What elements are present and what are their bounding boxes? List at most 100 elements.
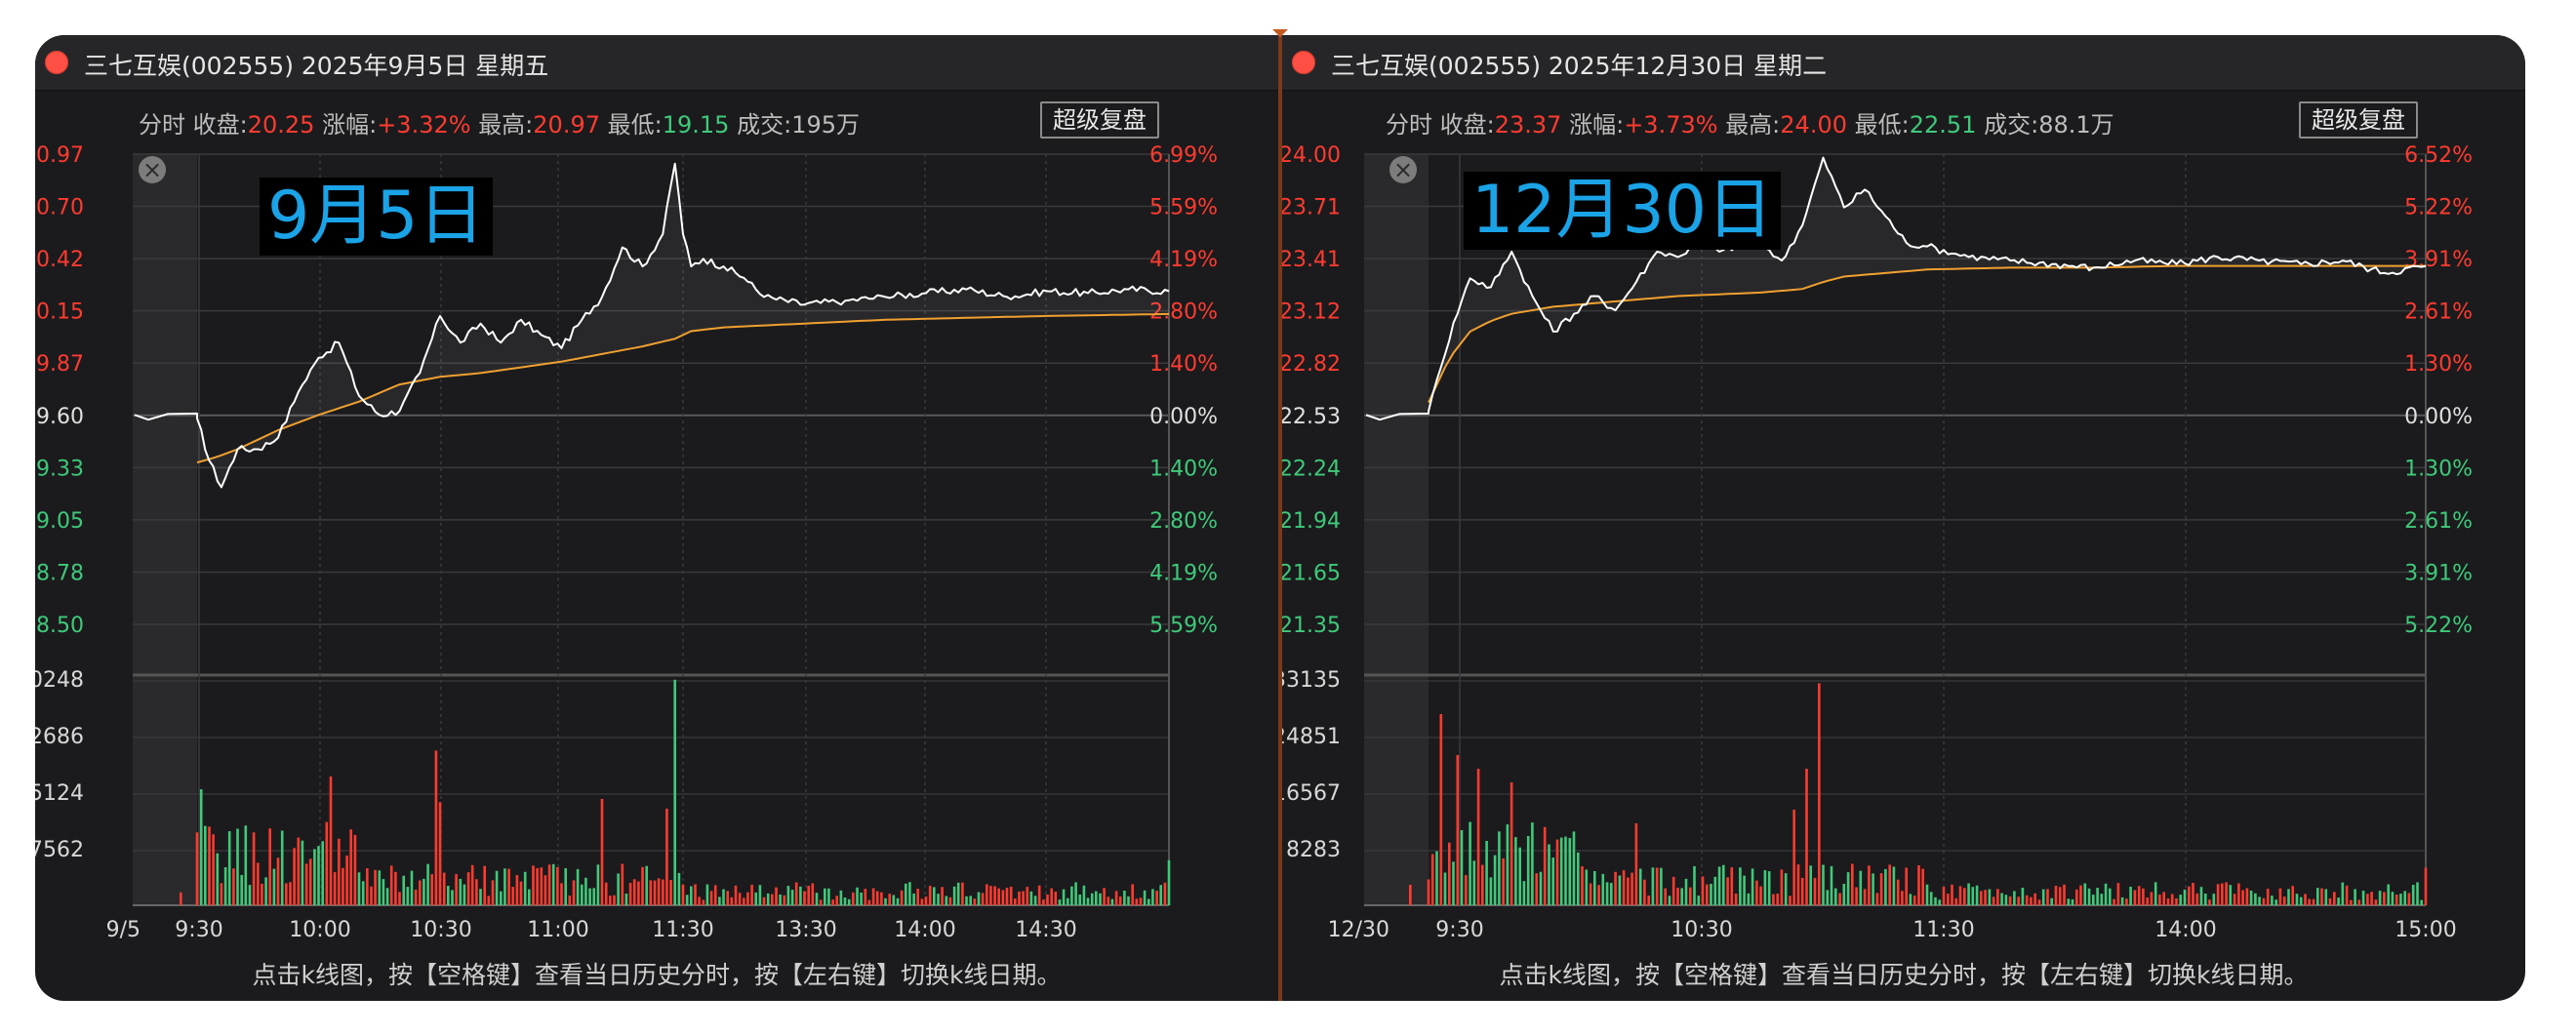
volume-bar [604,882,608,905]
volume-bar [479,889,482,905]
volume-bar [1452,861,1455,905]
time-tick-label: 12/30 [1328,918,1389,942]
volume-bar [2411,885,2415,905]
super-review-button[interactable]: 超级复盘 [1040,101,1159,139]
volume-bar [402,875,405,905]
volume-bar [1155,891,1158,905]
volume-bar [564,868,567,905]
volume-bar [864,889,867,905]
pct-tick-label: 1.30% [2404,352,2473,377]
volume-bar [924,897,928,905]
divider-marker [1272,29,1288,37]
volume-bar [794,882,798,905]
volume-bar [665,808,668,905]
volume-bar [1680,888,1683,905]
volume-bar [1789,896,1791,905]
volume-bar [2137,886,2141,905]
volume-bar [973,898,977,905]
chart-panel-right[interactable]: 三七互娱(002555) 2025年12月30日 星期二 分时 收盘:23.37… [1282,35,2525,1001]
volume-bar [2158,895,2161,905]
volume-bar [1614,871,1617,905]
volume-bar [466,872,470,905]
pct-tick-label: 1.40% [1149,457,1218,481]
volume-bar [1522,881,1526,905]
close-overlay-icon[interactable]: × [139,156,166,183]
volume-bar [2208,899,2211,905]
volume-bar [333,872,337,905]
time-tick-label: 9:30 [175,918,222,942]
volume-bar [2133,890,2137,905]
time-tick-label: 11:00 [527,918,588,942]
close-overlay-icon[interactable]: × [1389,156,1417,183]
volume-bar [1070,886,1073,905]
volume-bar [2017,897,2020,905]
super-review-button[interactable]: 超级复盘 [2299,101,2418,139]
volume-bar [1693,865,1696,905]
volume-bar [2021,888,2025,905]
volume-bar [807,886,810,905]
volume-bar [1555,839,1559,905]
volume-bar [459,879,463,905]
volume-bar [2179,895,2182,905]
title-bar: 三七互娱(002555) 2025年9月5日 星期五 [35,35,1278,91]
volume-bar [852,892,855,905]
volume-bar [613,895,616,905]
volume-bar [1822,864,1825,905]
volume-bar [993,886,996,905]
volume-bar [718,897,721,905]
average-price-line [1428,264,2426,404]
time-tick-label: 15:00 [2395,918,2456,942]
volume-bar [1033,896,1037,905]
volume-bar [1958,886,1962,905]
volume-bar [596,864,600,905]
volume-bar [455,874,458,905]
close-window-button[interactable] [45,51,68,74]
intraday-chart[interactable]: 20.97 20.70 20.42 20.15 19.87 19.60 19.33 19.05… [35,35,1278,1001]
pct-tick-label: 2.80% [1149,509,1218,534]
price-tick-label: 19.05 [35,509,84,534]
chart-panel-left[interactable]: 三七互娱(002555) 2025年9月5日 星期五 分时 收盘:20.25 涨… [35,35,1278,1001]
volume-bar [2282,897,2286,905]
volume-bar [1622,870,1626,905]
volume-bar [236,828,239,905]
volume-bar [1585,869,1589,905]
volume-bar [2278,888,2282,905]
volume-bar [1099,893,1102,905]
volume-bar [560,883,563,905]
volume-bar [981,893,985,905]
low-label: 最低: [1854,111,1910,139]
volume-bar [637,881,640,905]
volume-bar [2125,898,2128,905]
mode-label: 分时 [1386,111,1432,139]
volume-bar [2004,895,2008,905]
volume-bar [1114,891,1118,905]
volume-bar [1493,855,1497,905]
volume-value: 88.1万 [2038,111,2114,139]
volume-bar [786,886,790,905]
volume-bar [423,878,425,905]
volume-bar [1951,884,1953,905]
volume-bar [1597,885,1600,905]
volume-bar [2370,892,2373,905]
volume-bar [2383,892,2386,905]
intraday-chart[interactable]: 24.00 23.71 23.41 23.12 22.82 22.53 22.24 21.94… [1282,35,2525,1001]
volume-bar [2274,899,2277,905]
volume-bar [1448,842,1451,905]
hint-text: 点击k线图，按【空格键】查看当日历史分时，按【左右键】切换k线日期。 [1499,961,2309,989]
close-window-button[interactable] [1292,51,1315,74]
volume-bar [1747,893,1751,905]
volume-bar [694,884,697,905]
volume-bar [956,882,960,905]
volume-value: 195万 [791,111,860,139]
volume-bar [839,890,843,905]
volume-bar [2195,893,2199,905]
volume-bar [2345,885,2349,905]
volume-bar [1655,867,1659,905]
volume-bar [2424,867,2428,905]
volume-bar [357,872,361,905]
volume-bar [2399,894,2402,905]
volume-bar [1947,894,1950,905]
volume-bar [1905,867,1908,905]
volume-bar [342,867,344,905]
volume-bar [1539,871,1543,905]
